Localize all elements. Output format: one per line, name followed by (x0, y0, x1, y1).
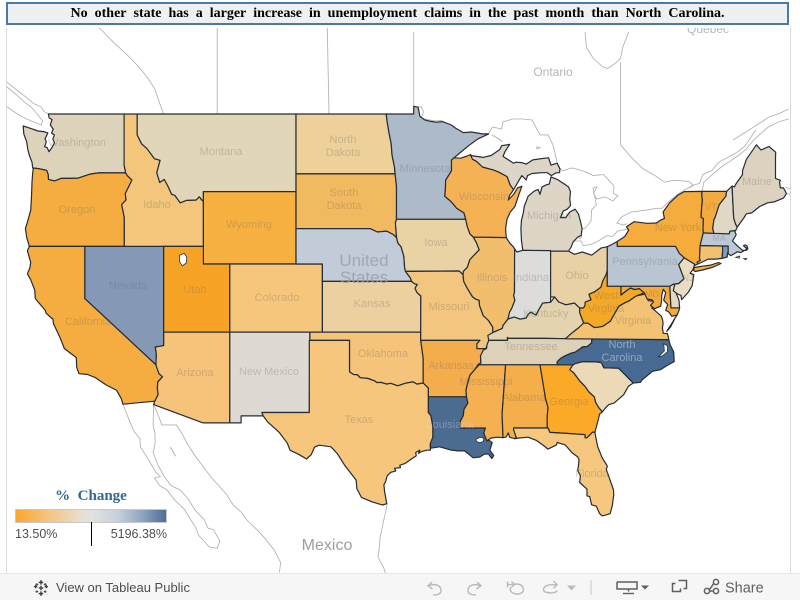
svg-text:Indiana: Indiana (513, 272, 550, 284)
svg-text:Colorado: Colorado (255, 292, 300, 304)
svg-text:Virginia: Virginia (615, 315, 652, 327)
svg-text:Nevada: Nevada (109, 280, 148, 292)
svg-text:Iowa: Iowa (424, 237, 448, 249)
svg-text:States: States (340, 268, 388, 287)
svg-text:NJ: NJ (683, 273, 694, 283)
svg-text:Pennsylvania: Pennsylvania (612, 256, 678, 268)
svg-text:Mississippi: Mississippi (459, 376, 512, 388)
svg-text:Dakota: Dakota (326, 147, 362, 159)
svg-text:Alabama: Alabama (502, 392, 546, 404)
svg-text:Dakota: Dakota (327, 200, 363, 212)
svg-text:Virginia: Virginia (588, 303, 625, 315)
svg-text:West: West (594, 290, 619, 302)
svg-text:Georgia: Georgia (549, 396, 589, 408)
svg-text:Mexico: Mexico (302, 537, 353, 554)
svg-text:Washington: Washington (48, 137, 106, 149)
svg-text:MD: MD (645, 289, 659, 299)
svg-text:Ontario: Ontario (533, 65, 573, 79)
svg-text:Kansas: Kansas (354, 298, 391, 310)
svg-text:California: California (65, 316, 112, 328)
svg-text:Share: Share (725, 581, 764, 597)
svg-text:MA: MA (712, 233, 726, 243)
svg-text:Missouri: Missouri (429, 301, 470, 313)
svg-text:Montana: Montana (200, 146, 244, 158)
svg-text:Carolina: Carolina (602, 352, 644, 364)
svg-text:North: North (330, 134, 357, 146)
svg-text:United: United (339, 251, 388, 270)
svg-text:Louisiana: Louisiana (426, 419, 474, 431)
svg-text:Wisconsin: Wisconsin (459, 191, 509, 203)
svg-text:Québec: Québec (687, 22, 729, 36)
svg-text:Oregon: Oregon (59, 204, 96, 216)
svg-text:Arizona: Arizona (176, 367, 214, 379)
svg-text:Wyoming: Wyoming (226, 219, 272, 231)
svg-text:New York: New York (655, 222, 702, 234)
svg-text:North: North (609, 339, 636, 351)
svg-text:Minnesota: Minnesota (400, 163, 452, 175)
svg-text:Tennessee: Tennessee (504, 341, 557, 353)
svg-text:Texas: Texas (345, 414, 374, 426)
svg-text:Illinois: Illinois (477, 272, 508, 284)
svg-text:Utah: Utah (183, 284, 206, 296)
svg-text:Kentucky: Kentucky (523, 308, 569, 320)
svg-text:South: South (330, 187, 359, 199)
svg-text:Maine: Maine (742, 176, 772, 188)
svg-text:New Mexico: New Mexico (239, 366, 299, 378)
svg-text:Ohio: Ohio (565, 270, 588, 282)
svg-text:Michigan: Michigan (527, 210, 571, 222)
svg-text:VT: VT (705, 202, 717, 212)
svg-text:Arkansas: Arkansas (428, 360, 474, 372)
svg-text:Idaho: Idaho (143, 199, 171, 211)
svg-text:Florida: Florida (575, 468, 610, 480)
svg-text:Oklahoma: Oklahoma (358, 348, 409, 360)
